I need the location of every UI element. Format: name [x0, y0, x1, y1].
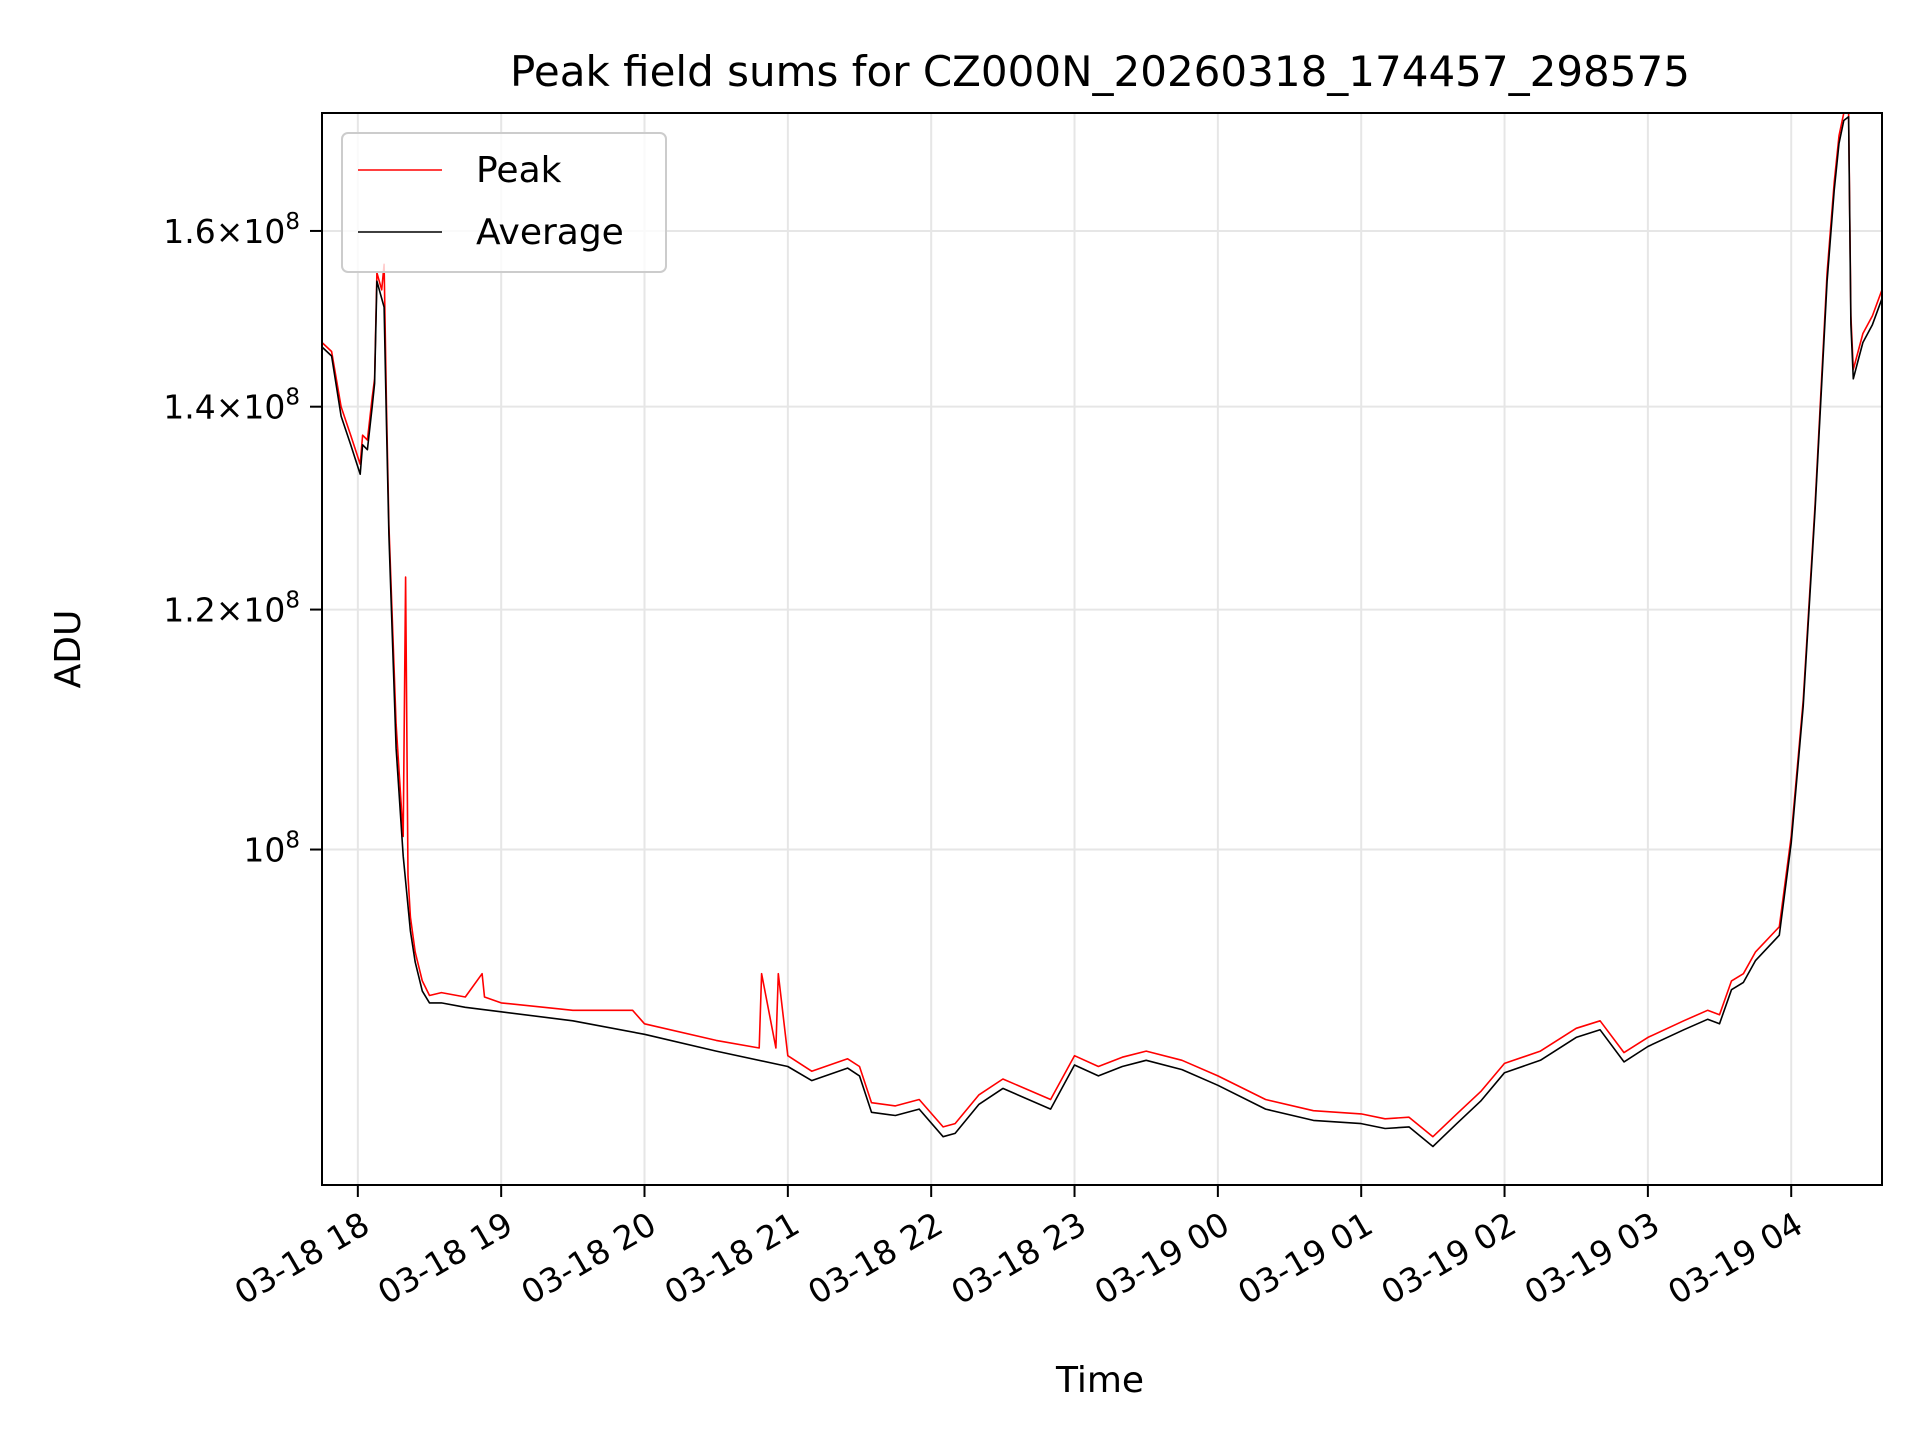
legend: Peak Average — [341, 132, 667, 273]
y-tick-label: 1.2×108 — [163, 588, 300, 630]
series-average-line — [322, 116, 1882, 1148]
plot-frame — [321, 112, 1883, 1186]
legend-box — [341, 132, 667, 273]
legend-peak-label: Peak — [476, 150, 562, 191]
y-tick-label: 1.4×108 — [163, 385, 300, 427]
x-axis-label: Time — [1055, 1360, 1144, 1401]
y-axis-ticks: 108 1.2×108 1.4×108 1.6×108 — [163, 209, 322, 870]
y-tick-label: 1.6×108 — [163, 209, 300, 251]
series-layer — [322, 113, 1882, 1148]
grid-lines — [322, 113, 1882, 1185]
y-tick-label: 108 — [243, 828, 300, 870]
y-axis-label: ADU — [48, 610, 89, 689]
legend-average-label: Average — [476, 212, 624, 253]
chart-title: Peak field sums for CZ000N_20260318_1744… — [510, 47, 1690, 96]
series-peak-line — [322, 113, 1882, 1138]
